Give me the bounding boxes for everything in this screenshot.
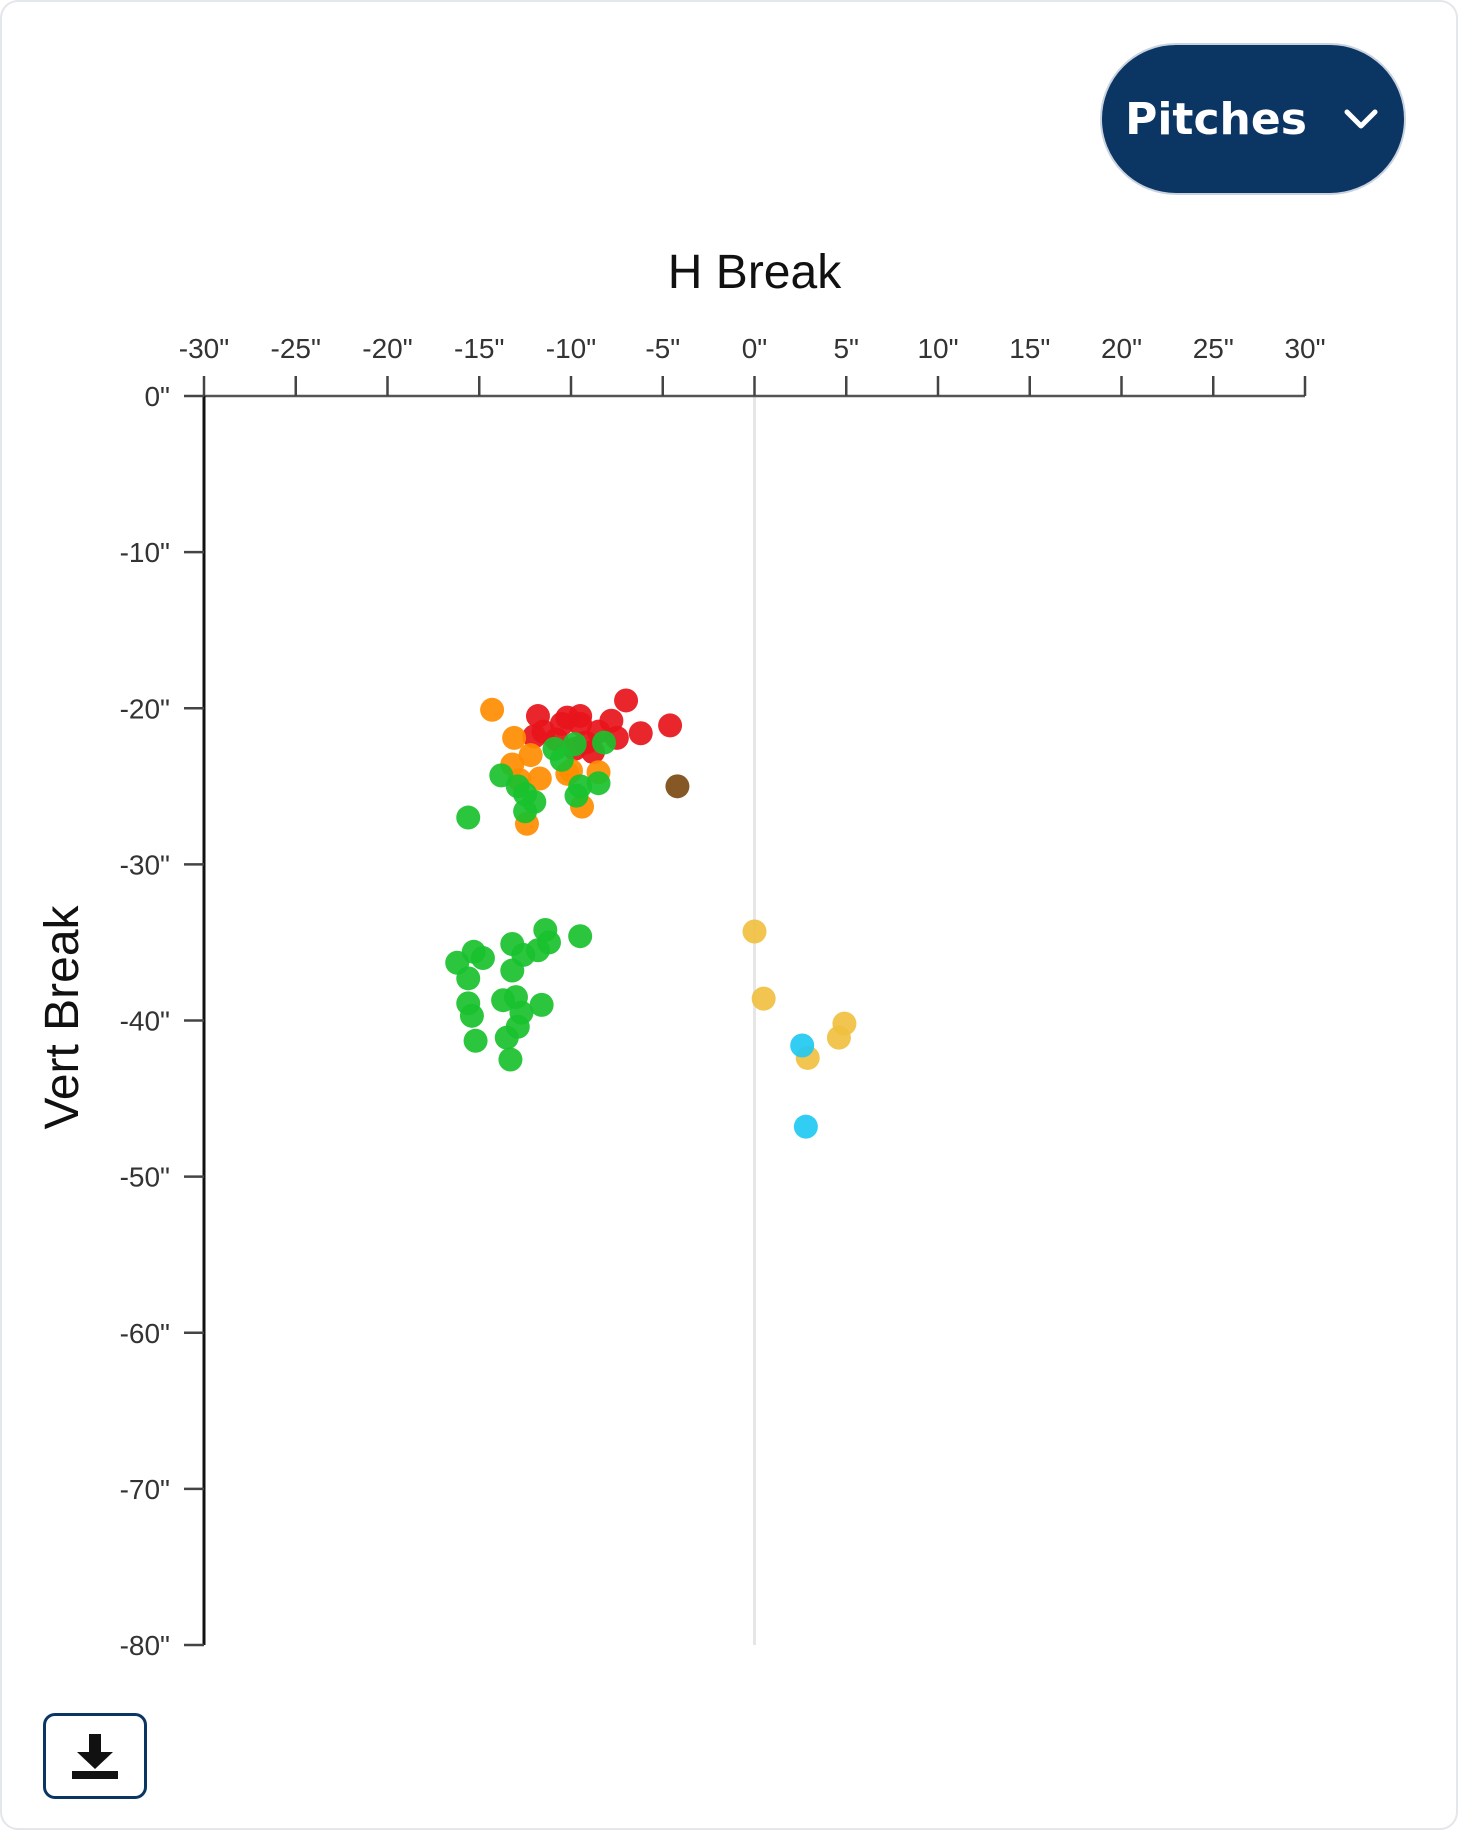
y-tick-label: -60" — [120, 1318, 170, 1349]
chevron-down-icon — [1344, 109, 1378, 129]
pitch-point — [522, 724, 547, 749]
pitch-point — [518, 743, 543, 768]
pitch-point — [742, 919, 767, 944]
x-tick-label: 20" — [1101, 333, 1142, 364]
x-tick-label: 10" — [917, 333, 958, 364]
pitches-dropdown-button[interactable]: Pitches — [1100, 43, 1406, 195]
pitch-point — [751, 986, 776, 1011]
pitch-point — [459, 1003, 484, 1028]
x-tick-label: -10" — [546, 333, 596, 364]
y-axis-title: Vert Break — [36, 904, 89, 1129]
y-tick-label: -50" — [120, 1162, 170, 1193]
y-tick-label: -80" — [120, 1630, 170, 1661]
pitch-point — [665, 774, 690, 799]
pitch-point — [502, 725, 527, 750]
download-button[interactable] — [43, 1713, 147, 1799]
pitch-point — [527, 766, 552, 791]
y-tick-label: -20" — [120, 693, 170, 724]
x-tick-label: -20" — [362, 333, 412, 364]
pitch-point — [529, 992, 554, 1017]
x-tick-label: 15" — [1009, 333, 1050, 364]
x-tick-label: -25" — [271, 333, 321, 364]
pitch-point — [826, 1025, 851, 1050]
pitch-point — [555, 705, 580, 730]
pitch-point — [586, 771, 611, 796]
pitch-point — [614, 688, 639, 713]
pitch-point — [513, 799, 538, 824]
pitch-point — [592, 730, 617, 755]
x-axis-title: H Break — [668, 246, 842, 299]
pitch-point — [494, 1025, 519, 1050]
pitch-point — [628, 721, 653, 746]
y-tick-label: 0" — [144, 381, 170, 412]
pitch-point — [500, 958, 525, 983]
y-tick-label: -40" — [120, 1006, 170, 1037]
pitch-point — [480, 697, 505, 722]
download-icon — [72, 1734, 118, 1779]
pitch-point — [790, 1033, 815, 1058]
pitch-point — [564, 783, 589, 808]
x-tick-label: 5" — [833, 333, 859, 364]
pitch-point — [549, 747, 574, 772]
x-tick-label: -15" — [454, 333, 504, 364]
pitch-point — [568, 924, 593, 949]
pitch-point — [658, 713, 683, 738]
x-tick-label: -5" — [645, 333, 680, 364]
pitch-point — [498, 1047, 523, 1072]
pitch-point — [463, 1028, 488, 1053]
x-tick-label: -30" — [179, 333, 229, 364]
x-tick-label: 0" — [742, 333, 768, 364]
pitch-point — [793, 1114, 818, 1139]
pitch-point — [456, 805, 481, 830]
pitches-label: Pitches — [1125, 93, 1307, 145]
scatter-chart: -30" -25" -20" -15" -10" -5" 0" 5" 10" 15" 20" 25" 3… — [36, 246, 1326, 1661]
pitch-point — [456, 966, 481, 991]
x-tick-label: 30" — [1284, 333, 1325, 364]
y-tick-label: -70" — [120, 1474, 170, 1505]
y-tick-label: -30" — [120, 849, 170, 880]
pitch-point — [470, 946, 495, 971]
y-tick-label: -10" — [120, 537, 170, 568]
x-tick-label: 25" — [1193, 333, 1234, 364]
